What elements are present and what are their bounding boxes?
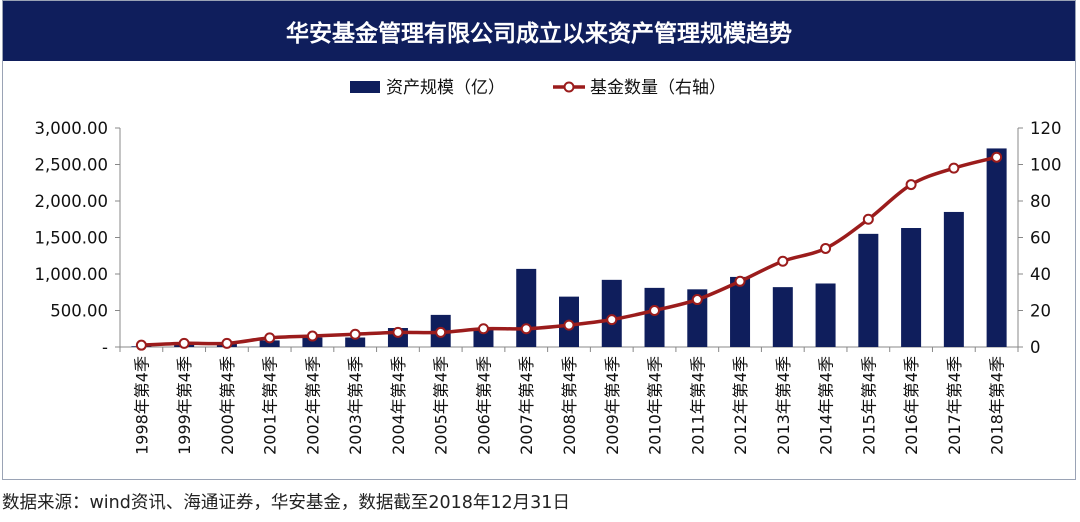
left-tick-label: 2,500.00 [35,156,108,175]
line-point [606,314,618,326]
bar [644,287,665,347]
x-tick-label: 2015年第4季 [859,356,878,455]
bar [986,148,1007,347]
bar [858,233,879,347]
x-tick-label: 2002年第4季 [303,356,322,455]
chart-title: 华安基金管理有限公司成立以来资产管理规模趋势 [3,1,1075,61]
x-tick-label: 2009年第4季 [603,356,622,455]
left-tick-label: 500.00 [50,302,108,321]
bar [601,279,622,347]
chart-frame: 华安基金管理有限公司成立以来资产管理规模趋势 [2,0,1076,480]
bar [943,211,964,347]
x-tick-label: 2016年第4季 [902,356,921,455]
x-tick-label: 2017年第4季 [945,356,964,455]
x-tick-label: 2011年第4季 [688,356,707,455]
line-point [948,162,960,174]
legend-bar-label: 资产规模（亿） [386,78,505,98]
x-tick-label: 2007年第4季 [517,356,536,455]
bar [345,337,366,347]
line-point [777,255,789,267]
x-tick-label: 2010年第4季 [646,356,665,455]
line-point [862,213,874,225]
x-tick-label: 2001年第4季 [261,356,280,455]
x-tick-label: 2018年第4季 [988,356,1007,455]
chart-svg: - 500.00 1,000.00 1,500.00 2,000.00 2,500.00 3… [35,78,1062,455]
bar [901,228,922,347]
bar [259,340,280,347]
x-tick-label: 2014年第4季 [817,356,836,455]
x-tick-label: 2008年第4季 [560,356,579,455]
line-point [435,326,447,338]
left-tick-label: 3,000.00 [35,119,108,138]
legend-line-label: 基金数量（右轴） [590,78,726,98]
line-point [477,323,489,335]
bar [302,337,323,347]
right-tick-label: 80 [1030,192,1051,211]
line-point [306,330,318,342]
legend-line-marker [563,81,575,93]
bar [815,283,836,347]
right-tick-label: 60 [1030,229,1051,248]
line-point [563,319,575,331]
bar [687,289,708,347]
line-point [820,242,832,254]
line-point [691,294,703,306]
left-tick-label: - [102,338,108,357]
line-point [905,179,917,191]
right-tick-label: 40 [1030,265,1051,284]
line-point [349,328,361,340]
bar [772,287,793,347]
left-tick-label: 1,000.00 [35,265,108,284]
line-point [135,339,147,351]
right-tick-label: 0 [1030,338,1041,357]
bar [473,329,494,347]
bar [516,268,537,347]
line-point [520,323,532,335]
x-tick-label: 2006年第4季 [474,356,493,455]
line-point [649,305,661,316]
bar [730,276,751,347]
line-point [392,326,404,338]
x-tick-label: 2013年第4季 [774,356,793,455]
line-point [734,275,746,287]
x-tick-label: 2003年第4季 [346,356,365,455]
x-tick-label: 2005年第4季 [432,356,451,455]
line-point [221,337,233,349]
line-point [178,337,190,349]
x-tick-label: 2004年第4季 [389,356,408,455]
right-tick-label: 120 [1030,119,1062,138]
x-tick-label: 2000年第4季 [218,356,237,455]
x-tick-label: 1999年第4季 [175,356,194,455]
left-tick-label: 1,500.00 [35,229,108,248]
line-point [991,151,1003,163]
legend-bar-swatch [350,81,380,93]
line-point [264,332,276,344]
x-tick-label: 1998年第4季 [132,356,151,455]
source-footnote: 数据来源：wind资讯、海通证券，华安基金，数据截至2018年12月31日 [2,493,570,513]
x-tick-label: 2012年第4季 [731,356,750,455]
right-tick-label: 20 [1030,302,1051,321]
left-tick-label: 2,000.00 [35,192,108,211]
right-tick-label: 100 [1030,156,1062,175]
